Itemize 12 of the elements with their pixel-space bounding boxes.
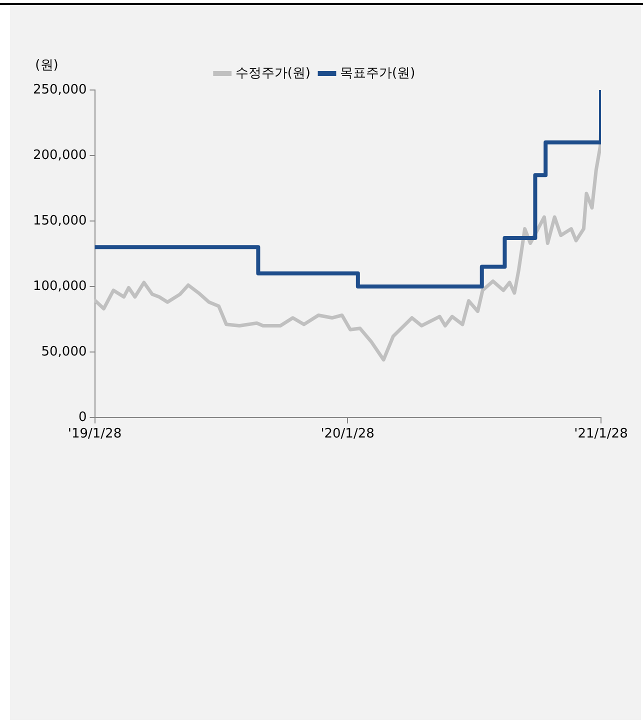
- x-tick-label: '20/1/28: [320, 426, 374, 442]
- y-tick-label: 150,000: [32, 213, 87, 228]
- y-tick-label: 50,000: [41, 344, 87, 360]
- x-tick-label: '19/1/28: [68, 426, 122, 442]
- y-tick-label: 0: [78, 410, 87, 425]
- x-tick-label: '21/1/28: [574, 426, 628, 442]
- legend-label: 목표주가(원): [340, 66, 416, 81]
- y-axis-title: (원): [35, 58, 58, 73]
- y-tick-label: 200,000: [32, 148, 87, 163]
- legend-label: 수정주가(원): [235, 66, 311, 81]
- y-tick-label: 250,000: [32, 82, 87, 98]
- y-tick-label: 100,000: [32, 278, 87, 294]
